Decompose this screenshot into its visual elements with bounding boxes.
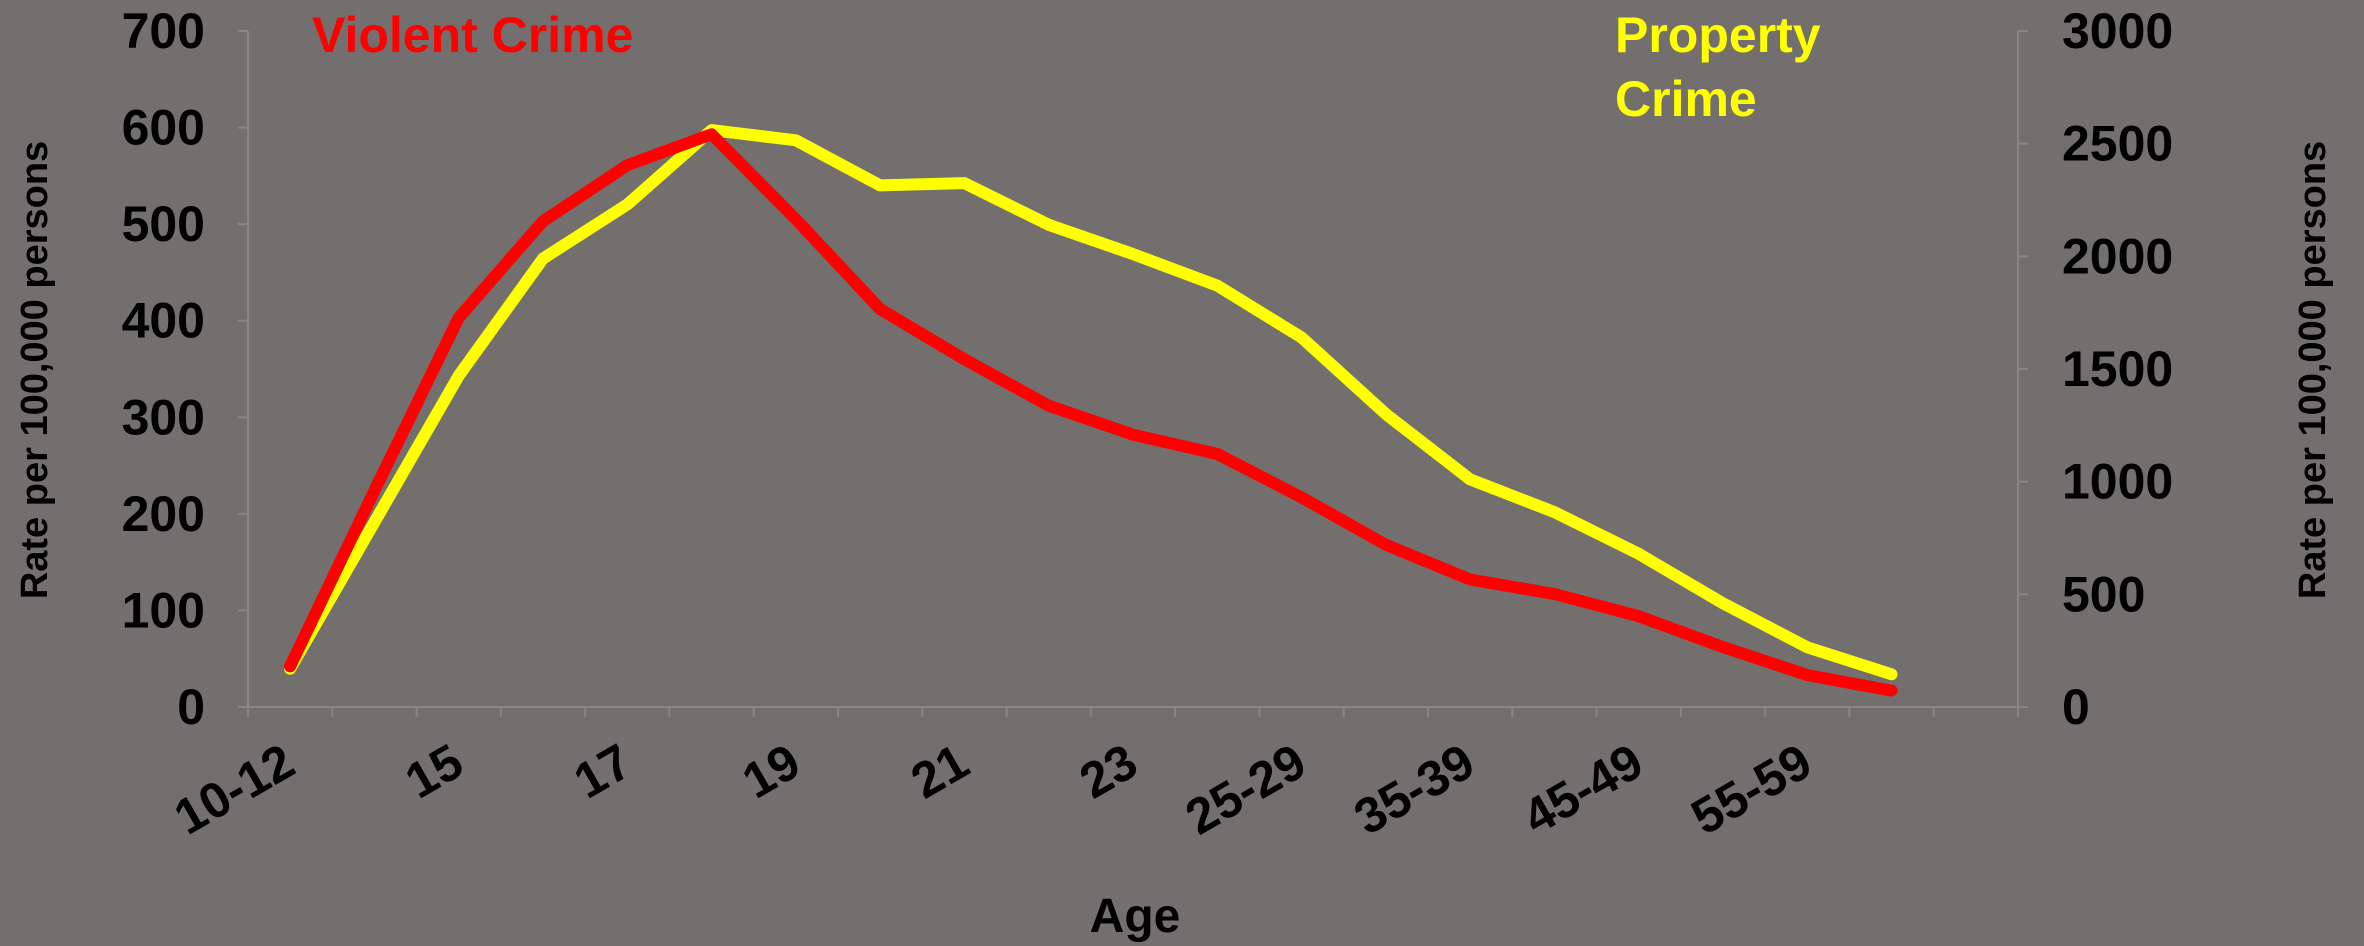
x-tick-label: 45-49 — [1513, 733, 1652, 845]
y-right-tick-label: 3000 — [2062, 3, 2173, 59]
y-left-tick-label: 100 — [122, 582, 205, 638]
y-left-tick-label: 300 — [122, 389, 205, 445]
series-line-violent-crime — [284, 128, 1898, 697]
y-right-tick-label: 2500 — [2062, 116, 2173, 172]
series-label-violent: Violent Crime — [312, 7, 633, 63]
x-tick-label: 21 — [902, 733, 978, 809]
y-left-tick-label: 600 — [122, 100, 205, 156]
axes — [238, 30, 2028, 717]
x-tick-label: 25-29 — [1176, 733, 1315, 845]
y-left-tick-label: 0 — [177, 679, 205, 735]
y-left-tick-label: 700 — [122, 3, 205, 59]
y-right-tick-label: 500 — [2062, 566, 2145, 622]
series-lines — [284, 124, 1898, 697]
x-tick-label: 55-59 — [1682, 733, 1821, 845]
x-tick-label: 17 — [565, 733, 641, 809]
x-tick-label: 15 — [396, 733, 472, 809]
y-axis-right-title: Rate per 100,000 persons — [2292, 141, 2334, 599]
y-axis-left-title: Rate per 100,000 persons — [14, 141, 56, 599]
y-left-tick-label: 400 — [122, 293, 205, 349]
series-labels: Violent Crime Property Crime — [312, 7, 1821, 127]
x-tick-label: 23 — [1070, 733, 1146, 809]
x-tick-label: 35-39 — [1345, 733, 1484, 845]
x-axis-title: Age — [1090, 890, 1181, 943]
x-tick-label: 19 — [733, 733, 809, 809]
series-line-property-crime — [284, 124, 1898, 681]
y-right-tick-label: 1500 — [2062, 341, 2173, 397]
y-right-tick-label: 2000 — [2062, 228, 2173, 284]
y-right-tick-label: 1000 — [2062, 454, 2173, 510]
y-right-tick-label: 0 — [2062, 679, 2090, 735]
series-label-property-line2: Crime — [1615, 71, 1757, 127]
y-left-tick-label: 500 — [122, 196, 205, 252]
x-tick-label: 10-12 — [165, 733, 304, 845]
y-left-tick-label: 200 — [122, 486, 205, 542]
series-label-property-line1: Property — [1615, 7, 1821, 63]
